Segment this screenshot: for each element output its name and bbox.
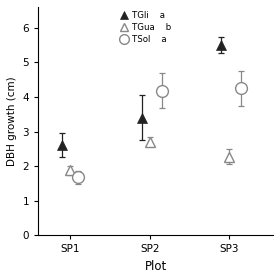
Y-axis label: DBH growth (cm): DBH growth (cm) — [7, 76, 17, 166]
Legend: TGli    a, TGua    b, TSol    a: TGli a, TGua b, TSol a — [120, 11, 171, 44]
X-axis label: Plot: Plot — [144, 260, 167, 273]
